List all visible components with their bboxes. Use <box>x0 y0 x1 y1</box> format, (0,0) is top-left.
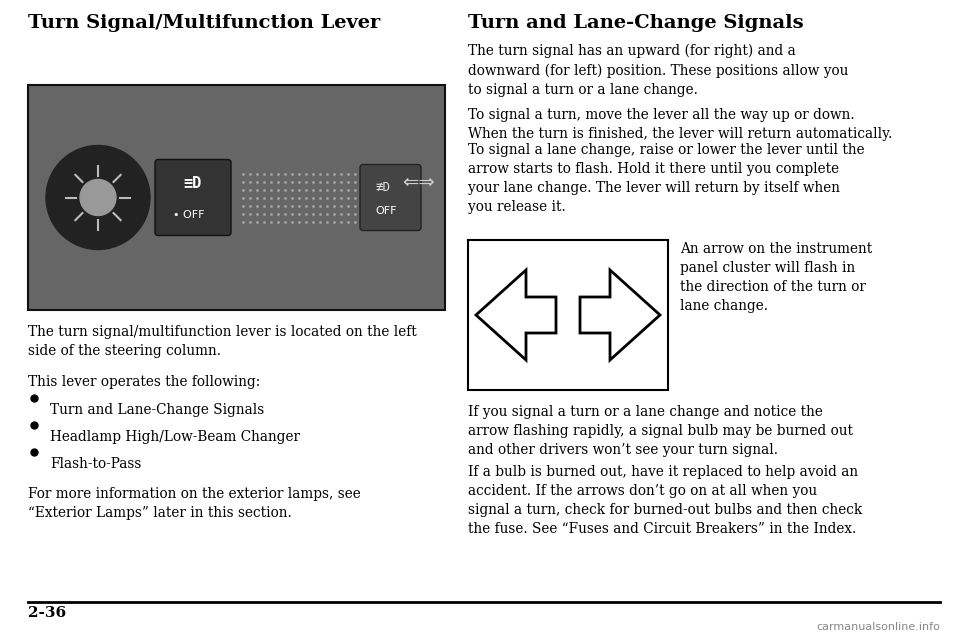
Bar <box>28 85 445 310</box>
Text: To signal a lane change, raise or lower the lever until the
arrow starts to flas: To signal a lane change, raise or lower … <box>468 143 865 214</box>
Text: OFF: OFF <box>375 207 396 216</box>
Text: 2-36: 2-36 <box>28 606 66 620</box>
Circle shape <box>46 145 150 250</box>
Text: If you signal a turn or a lane change and notice the
arrow flashing rapidly, a s: If you signal a turn or a lane change an… <box>468 405 853 457</box>
Polygon shape <box>580 270 660 360</box>
Text: Turn and Lane-Change Signals: Turn and Lane-Change Signals <box>50 403 264 417</box>
Text: • OFF: • OFF <box>173 211 204 221</box>
Text: An arrow on the instrument
panel cluster will flash in
the direction of the turn: An arrow on the instrument panel cluster… <box>680 242 873 313</box>
Text: carmanualsonline.info: carmanualsonline.info <box>816 622 940 632</box>
Text: ⇐⇒: ⇐⇒ <box>401 173 434 192</box>
Polygon shape <box>476 270 556 360</box>
Text: The turn signal/multifunction lever is located on the left
side of the steering : The turn signal/multifunction lever is l… <box>28 325 417 358</box>
Text: ≢D: ≢D <box>375 181 391 194</box>
Circle shape <box>80 179 116 216</box>
Text: The turn signal has an upward (for right) and a
downward (for left) position. Th: The turn signal has an upward (for right… <box>468 44 849 97</box>
FancyBboxPatch shape <box>360 164 421 230</box>
Text: This lever operates the following:: This lever operates the following: <box>28 375 260 389</box>
FancyBboxPatch shape <box>155 159 231 236</box>
Text: Turn and Lane-Change Signals: Turn and Lane-Change Signals <box>468 14 804 32</box>
FancyBboxPatch shape <box>84 166 434 230</box>
Text: For more information on the exterior lamps, see
“Exterior Lamps” later in this s: For more information on the exterior lam… <box>28 487 361 520</box>
Text: Headlamp High/Low-Beam Changer: Headlamp High/Low-Beam Changer <box>50 430 300 444</box>
Text: Flash-to-Pass: Flash-to-Pass <box>50 457 141 471</box>
Text: Turn Signal/Multifunction Lever: Turn Signal/Multifunction Lever <box>28 14 380 32</box>
Text: To signal a turn, move the lever all the way up or down.
When the turn is finish: To signal a turn, move the lever all the… <box>468 108 893 141</box>
Text: ≡D: ≡D <box>184 176 203 191</box>
Text: If a bulb is burned out, have it replaced to help avoid an
accident. If the arro: If a bulb is burned out, have it replace… <box>468 465 862 536</box>
Bar <box>468 240 668 390</box>
